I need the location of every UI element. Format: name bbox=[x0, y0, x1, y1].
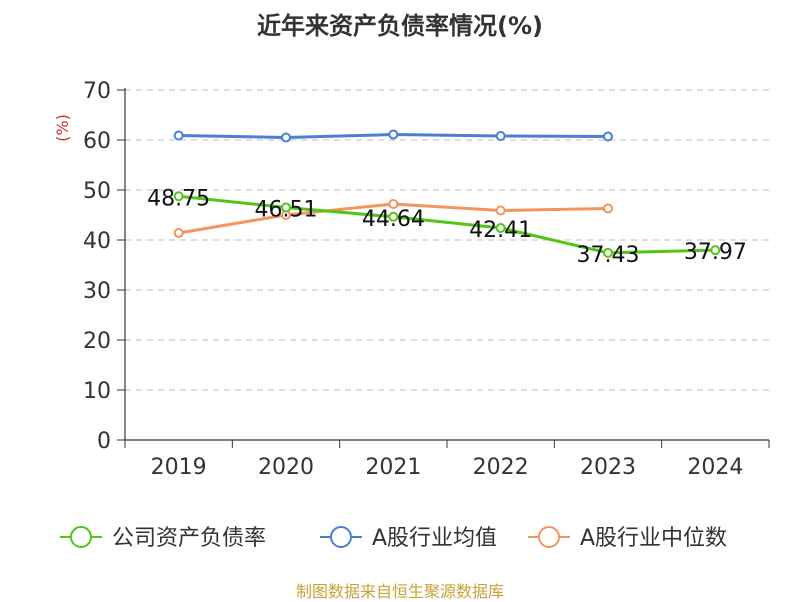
x-tick-label: 2022 bbox=[473, 455, 529, 480]
data-point[interactable] bbox=[603, 247, 613, 258]
data-point[interactable] bbox=[603, 203, 613, 214]
data-point[interactable] bbox=[173, 191, 184, 202]
data-label: 37.43 bbox=[577, 243, 640, 268]
data-label: 48.75 bbox=[147, 186, 210, 211]
data-labels: 48.75 46.51 44.64 42.41 37.43 37.97 bbox=[147, 186, 747, 268]
y-tick-label: 60 bbox=[83, 129, 111, 154]
legend-label: 公司资产负债率 bbox=[112, 526, 266, 551]
data-point[interactable] bbox=[388, 199, 399, 209]
data-label: 46.51 bbox=[255, 197, 318, 222]
x-tick-label: 2019 bbox=[151, 455, 207, 480]
legend-marker bbox=[538, 526, 560, 548]
data-point[interactable] bbox=[281, 202, 291, 213]
y-tick-label: 70 bbox=[83, 79, 111, 104]
data-point[interactable] bbox=[495, 222, 506, 233]
x-tick-label: 2020 bbox=[258, 455, 314, 480]
x-tick-label: 2023 bbox=[580, 455, 636, 480]
y-tick-label: 50 bbox=[83, 179, 111, 204]
data-point[interactable] bbox=[281, 132, 291, 143]
legend-label: A股行业均值 bbox=[372, 526, 497, 551]
legend-marker bbox=[70, 526, 92, 548]
chart-title: 近年来资产负债率情况(%) bbox=[257, 12, 543, 40]
data-point[interactable] bbox=[495, 205, 506, 216]
data-point[interactable] bbox=[173, 130, 184, 141]
legend[interactable]: 公司资产负债率 A股行业均值 A股行业中位数 bbox=[60, 526, 727, 551]
x-tick-label: 2021 bbox=[365, 455, 421, 480]
data-point[interactable] bbox=[495, 131, 506, 141]
series-line-0 bbox=[178, 194, 716, 255]
y-tick-label: 10 bbox=[83, 379, 111, 404]
axes: 0 10 20 30 40 50 60 70 2019 2020 2021 2022 2023 2024 bbox=[83, 79, 770, 480]
y-axis-label: (%) bbox=[53, 114, 72, 142]
data-point[interactable] bbox=[710, 245, 721, 256]
legend-item-1[interactable]: A股行业均值 bbox=[320, 526, 497, 551]
series-group bbox=[173, 129, 721, 258]
data-point[interactable] bbox=[388, 211, 399, 222]
data-point[interactable] bbox=[388, 129, 399, 140]
legend-label: A股行业中位数 bbox=[580, 526, 727, 551]
x-tick-label: 2024 bbox=[687, 455, 743, 480]
data-label: 42.41 bbox=[469, 218, 532, 243]
data-point[interactable] bbox=[603, 131, 613, 142]
y-tick-label: 40 bbox=[83, 229, 111, 254]
legend-item-2[interactable]: A股行业中位数 bbox=[528, 526, 727, 551]
legend-marker bbox=[330, 526, 352, 548]
y-tick-label: 0 bbox=[97, 429, 111, 454]
data-point[interactable] bbox=[173, 228, 184, 238]
data-label: 37.97 bbox=[684, 240, 747, 265]
source-note: 制图数据来自恒生聚源数据库 bbox=[295, 582, 504, 601]
data-label: 44.64 bbox=[362, 207, 425, 232]
legend-item-0[interactable]: 公司资产负债率 bbox=[60, 526, 266, 551]
y-tick-label: 30 bbox=[83, 279, 111, 304]
y-tick-label: 20 bbox=[83, 329, 111, 354]
grid-lines bbox=[125, 89, 769, 391]
